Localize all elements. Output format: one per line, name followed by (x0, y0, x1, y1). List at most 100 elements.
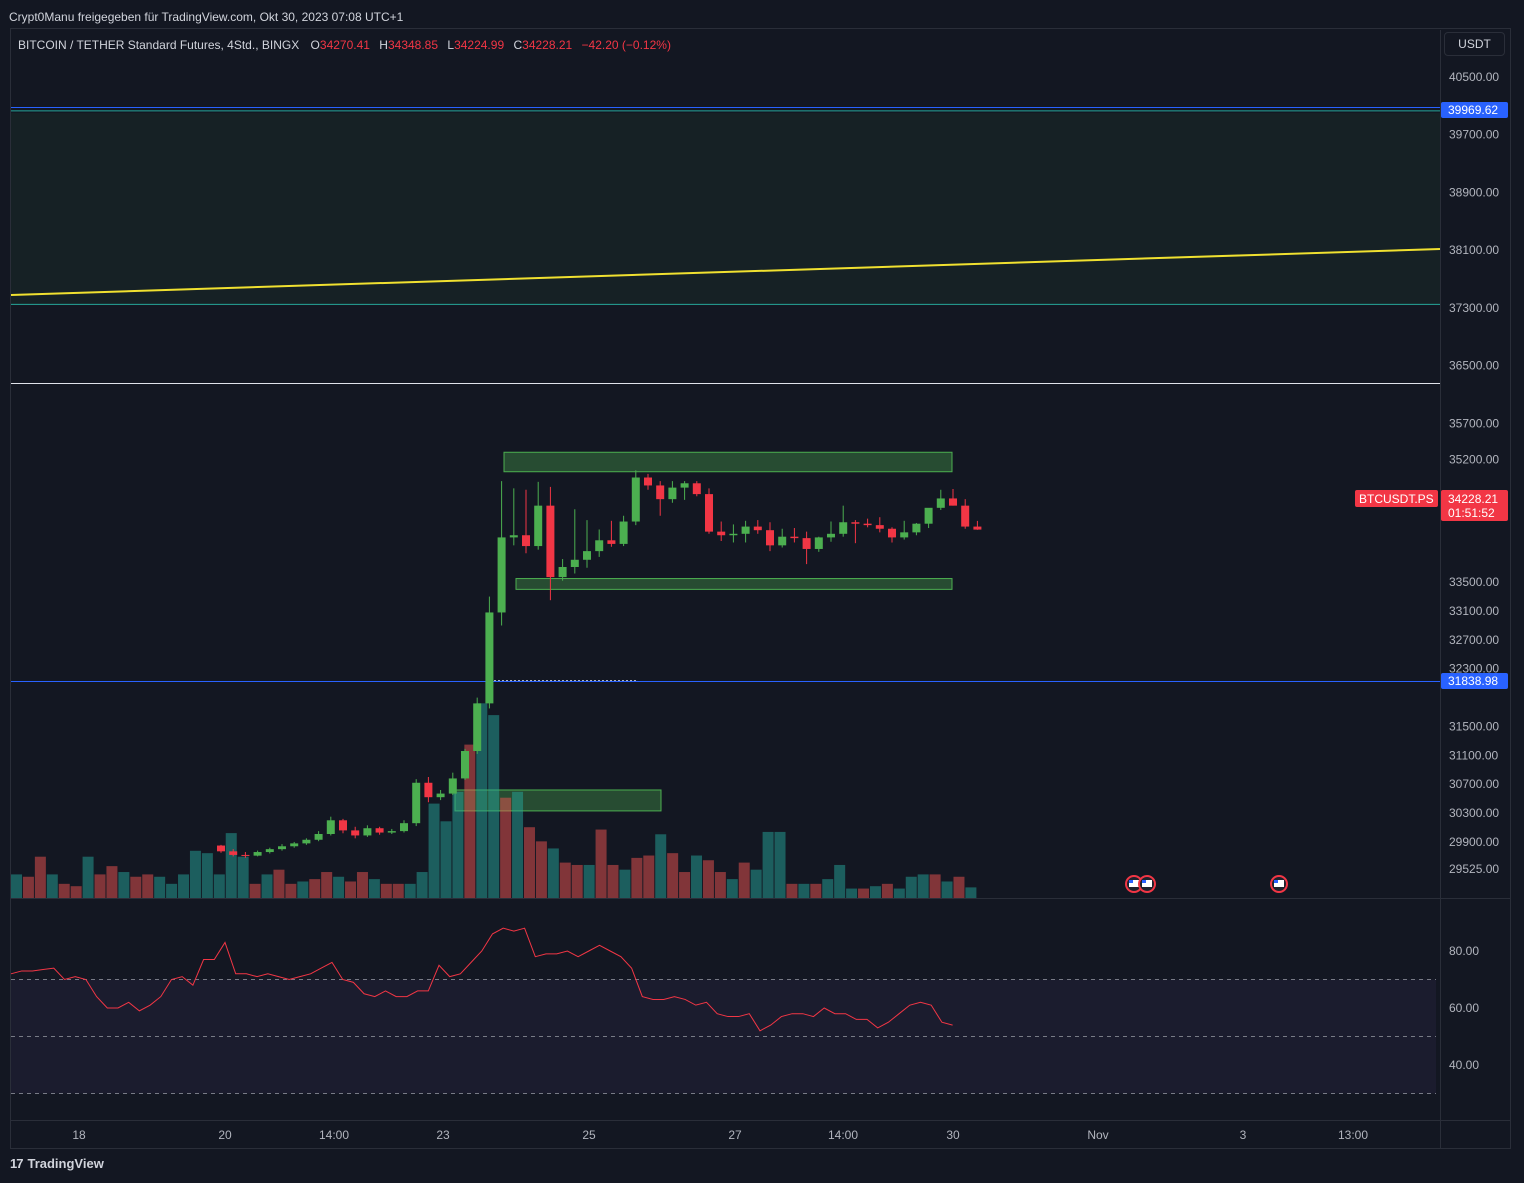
price-tick-label: 29525.00 (1449, 862, 1499, 876)
candle-body (790, 536, 799, 539)
candle-body (363, 828, 372, 836)
us-flag-canton-icon (1274, 880, 1278, 883)
candle-body (473, 703, 482, 752)
time-tick-label: Nov (1087, 1128, 1108, 1142)
candle-body (607, 540, 616, 544)
share-caption: Crypt0Manu freigegeben für TradingView.c… (9, 10, 404, 24)
volume-bar (189, 850, 201, 898)
volume-bar (142, 874, 154, 898)
volume-bar (691, 855, 703, 898)
volume-bar (738, 862, 750, 898)
price-tick-label: 40500.00 (1449, 70, 1499, 84)
volume-bar (822, 879, 834, 898)
candle-body (400, 823, 408, 832)
candle-body (436, 793, 445, 798)
candle-body (705, 494, 713, 532)
candle-body (351, 830, 360, 836)
volume-bar (726, 879, 738, 898)
price-tick-label: 32300.00 (1449, 662, 1499, 676)
candle-body (546, 505, 555, 578)
volume-bar (941, 881, 953, 898)
open-value: 34270.41 (319, 38, 370, 52)
volume-bar (595, 829, 607, 898)
volume-bar (178, 874, 190, 898)
volume-bar (893, 888, 905, 898)
candle-body (766, 530, 774, 546)
volume-bar (774, 831, 786, 898)
volume-bar (869, 886, 881, 898)
volume-bar (333, 876, 345, 898)
candle-body (692, 483, 701, 495)
volume-bar (154, 876, 166, 898)
candle-body (875, 525, 884, 529)
volume-bar (416, 872, 428, 898)
candle-body (961, 505, 970, 527)
footer-brand[interactable]: 17 TradingView (10, 1156, 104, 1171)
volume-bar (714, 872, 726, 898)
volume-bar (523, 827, 535, 898)
volume-bar (547, 848, 559, 898)
volume-bar (285, 883, 297, 898)
volume-bar (583, 864, 595, 898)
time-tick-label: 25 (582, 1128, 596, 1142)
time-tick-label: 14:00 (319, 1128, 349, 1142)
us-flag-canton-icon (1129, 880, 1133, 883)
volume-bar (22, 876, 34, 898)
price-tick-label: 37300.00 (1449, 301, 1499, 315)
candle-body (644, 477, 652, 486)
candle-body (265, 849, 274, 853)
volume-bar (488, 715, 500, 898)
chart-frame[interactable] (10, 28, 1511, 1149)
candle-body (387, 831, 396, 833)
candle-body (253, 852, 262, 856)
volume-bar (905, 876, 917, 898)
us-flag-stripes-icon (1142, 880, 1152, 887)
time-tick-label: 23 (436, 1128, 450, 1142)
candle-body (290, 843, 299, 847)
volume-bar (679, 872, 691, 898)
candle-body (680, 483, 689, 488)
volume-bar (440, 821, 452, 898)
candle-body (827, 533, 835, 538)
volume-bar (571, 864, 583, 898)
rsi-line (10, 927, 953, 1032)
time-tick-label: 18 (72, 1128, 86, 1142)
time-tick-label: 20 (218, 1128, 232, 1142)
candle-body (314, 834, 323, 840)
level-price-label: 31838.98 (1448, 674, 1498, 688)
volume-bar (655, 834, 667, 898)
time-tick-label: 27 (728, 1128, 742, 1142)
candle-body (570, 559, 579, 567)
time-tick-label: 14:00 (828, 1128, 858, 1142)
candle-body (217, 845, 225, 852)
currency-button[interactable]: USDT (1444, 32, 1505, 56)
volume-bar (345, 881, 357, 898)
candle-body (461, 751, 469, 779)
candle-body (802, 538, 811, 549)
time-tick-label: 30 (946, 1128, 960, 1142)
volume-bar (34, 856, 46, 898)
price-tick-label: 33100.00 (1449, 604, 1499, 618)
candle-body (522, 535, 530, 547)
candle-body (412, 782, 421, 824)
volume-bar (953, 876, 965, 898)
volume-bar (309, 879, 321, 898)
volume-bar (201, 853, 213, 898)
level-price-badge (1441, 102, 1508, 118)
price-tick-label: 38900.00 (1449, 185, 1499, 199)
high-label: H (379, 38, 388, 52)
change-value: −42.20 (−0.12%) (581, 38, 671, 52)
symbol-title[interactable]: BITCOIN / TETHER Standard Futures, 4Std.… (18, 38, 300, 52)
time-tick-label: 13:00 (1338, 1128, 1368, 1142)
price-tick-label: 31100.00 (1449, 748, 1498, 762)
volume-bar (380, 883, 392, 898)
candle-body (717, 531, 726, 536)
close-value: 34228.21 (522, 38, 573, 52)
volume-bar (500, 797, 512, 898)
volume-bar (130, 876, 142, 898)
candle-body (729, 533, 738, 536)
volume-bar (118, 872, 130, 898)
volume-bar (46, 874, 58, 898)
volume-bar (834, 864, 846, 898)
